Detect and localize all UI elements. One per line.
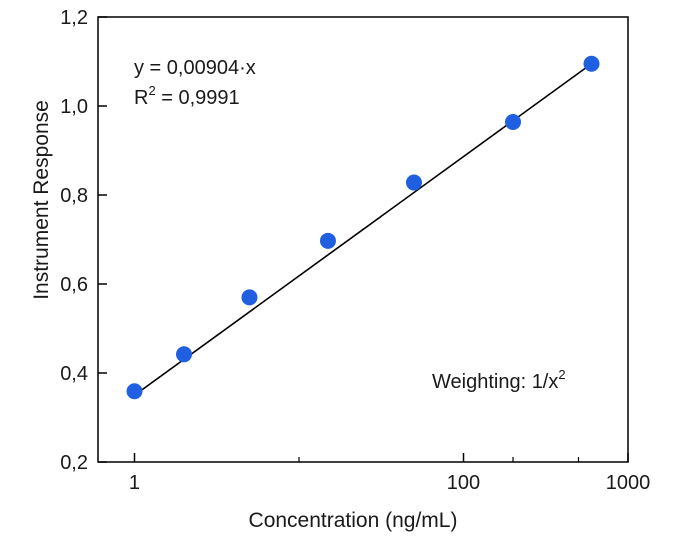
data-point	[505, 114, 522, 131]
weighting-label: Weighting: 1/x	[432, 371, 558, 393]
data-points	[126, 55, 600, 400]
y-tick-label: 0,2	[60, 452, 88, 474]
y-tick-label: 1,2	[60, 7, 88, 29]
data-point	[126, 383, 143, 400]
tick-group: 0,2 0,4 0,6 0,8 1,0 1,2 1 100 1000	[60, 7, 650, 494]
weighting-annotation: Weighting: 1/x2	[432, 367, 566, 393]
r2-value: = 0,9991	[156, 87, 240, 109]
x-axis-title: Concentration (ng/mL)	[249, 509, 458, 532]
r-squared-annotation: R2 = 0,9991	[134, 83, 240, 109]
weighting-exponent: 2	[558, 367, 565, 382]
r2-prefix: R	[134, 87, 148, 109]
y-tick-label: 0,8	[60, 185, 88, 207]
fit-line	[134, 63, 592, 396]
y-tick-label: 0,6	[60, 274, 88, 296]
y-tick-label: 1,0	[60, 96, 88, 118]
data-point	[241, 289, 258, 306]
equation-annotation: y = 0,00904·x	[134, 57, 256, 79]
data-point	[405, 174, 422, 191]
data-point	[176, 346, 193, 363]
x-tick-label: 100	[447, 472, 480, 494]
data-point	[319, 232, 336, 249]
y-axis-title: Instrument Response	[30, 100, 53, 300]
y-tick-label: 0,4	[60, 363, 88, 385]
r2-exponent: 2	[148, 83, 155, 98]
x-tick-label: 1000	[606, 472, 651, 494]
data-point	[583, 55, 600, 72]
plot-frame	[97, 16, 629, 463]
x-tick-label: 1	[129, 472, 140, 494]
